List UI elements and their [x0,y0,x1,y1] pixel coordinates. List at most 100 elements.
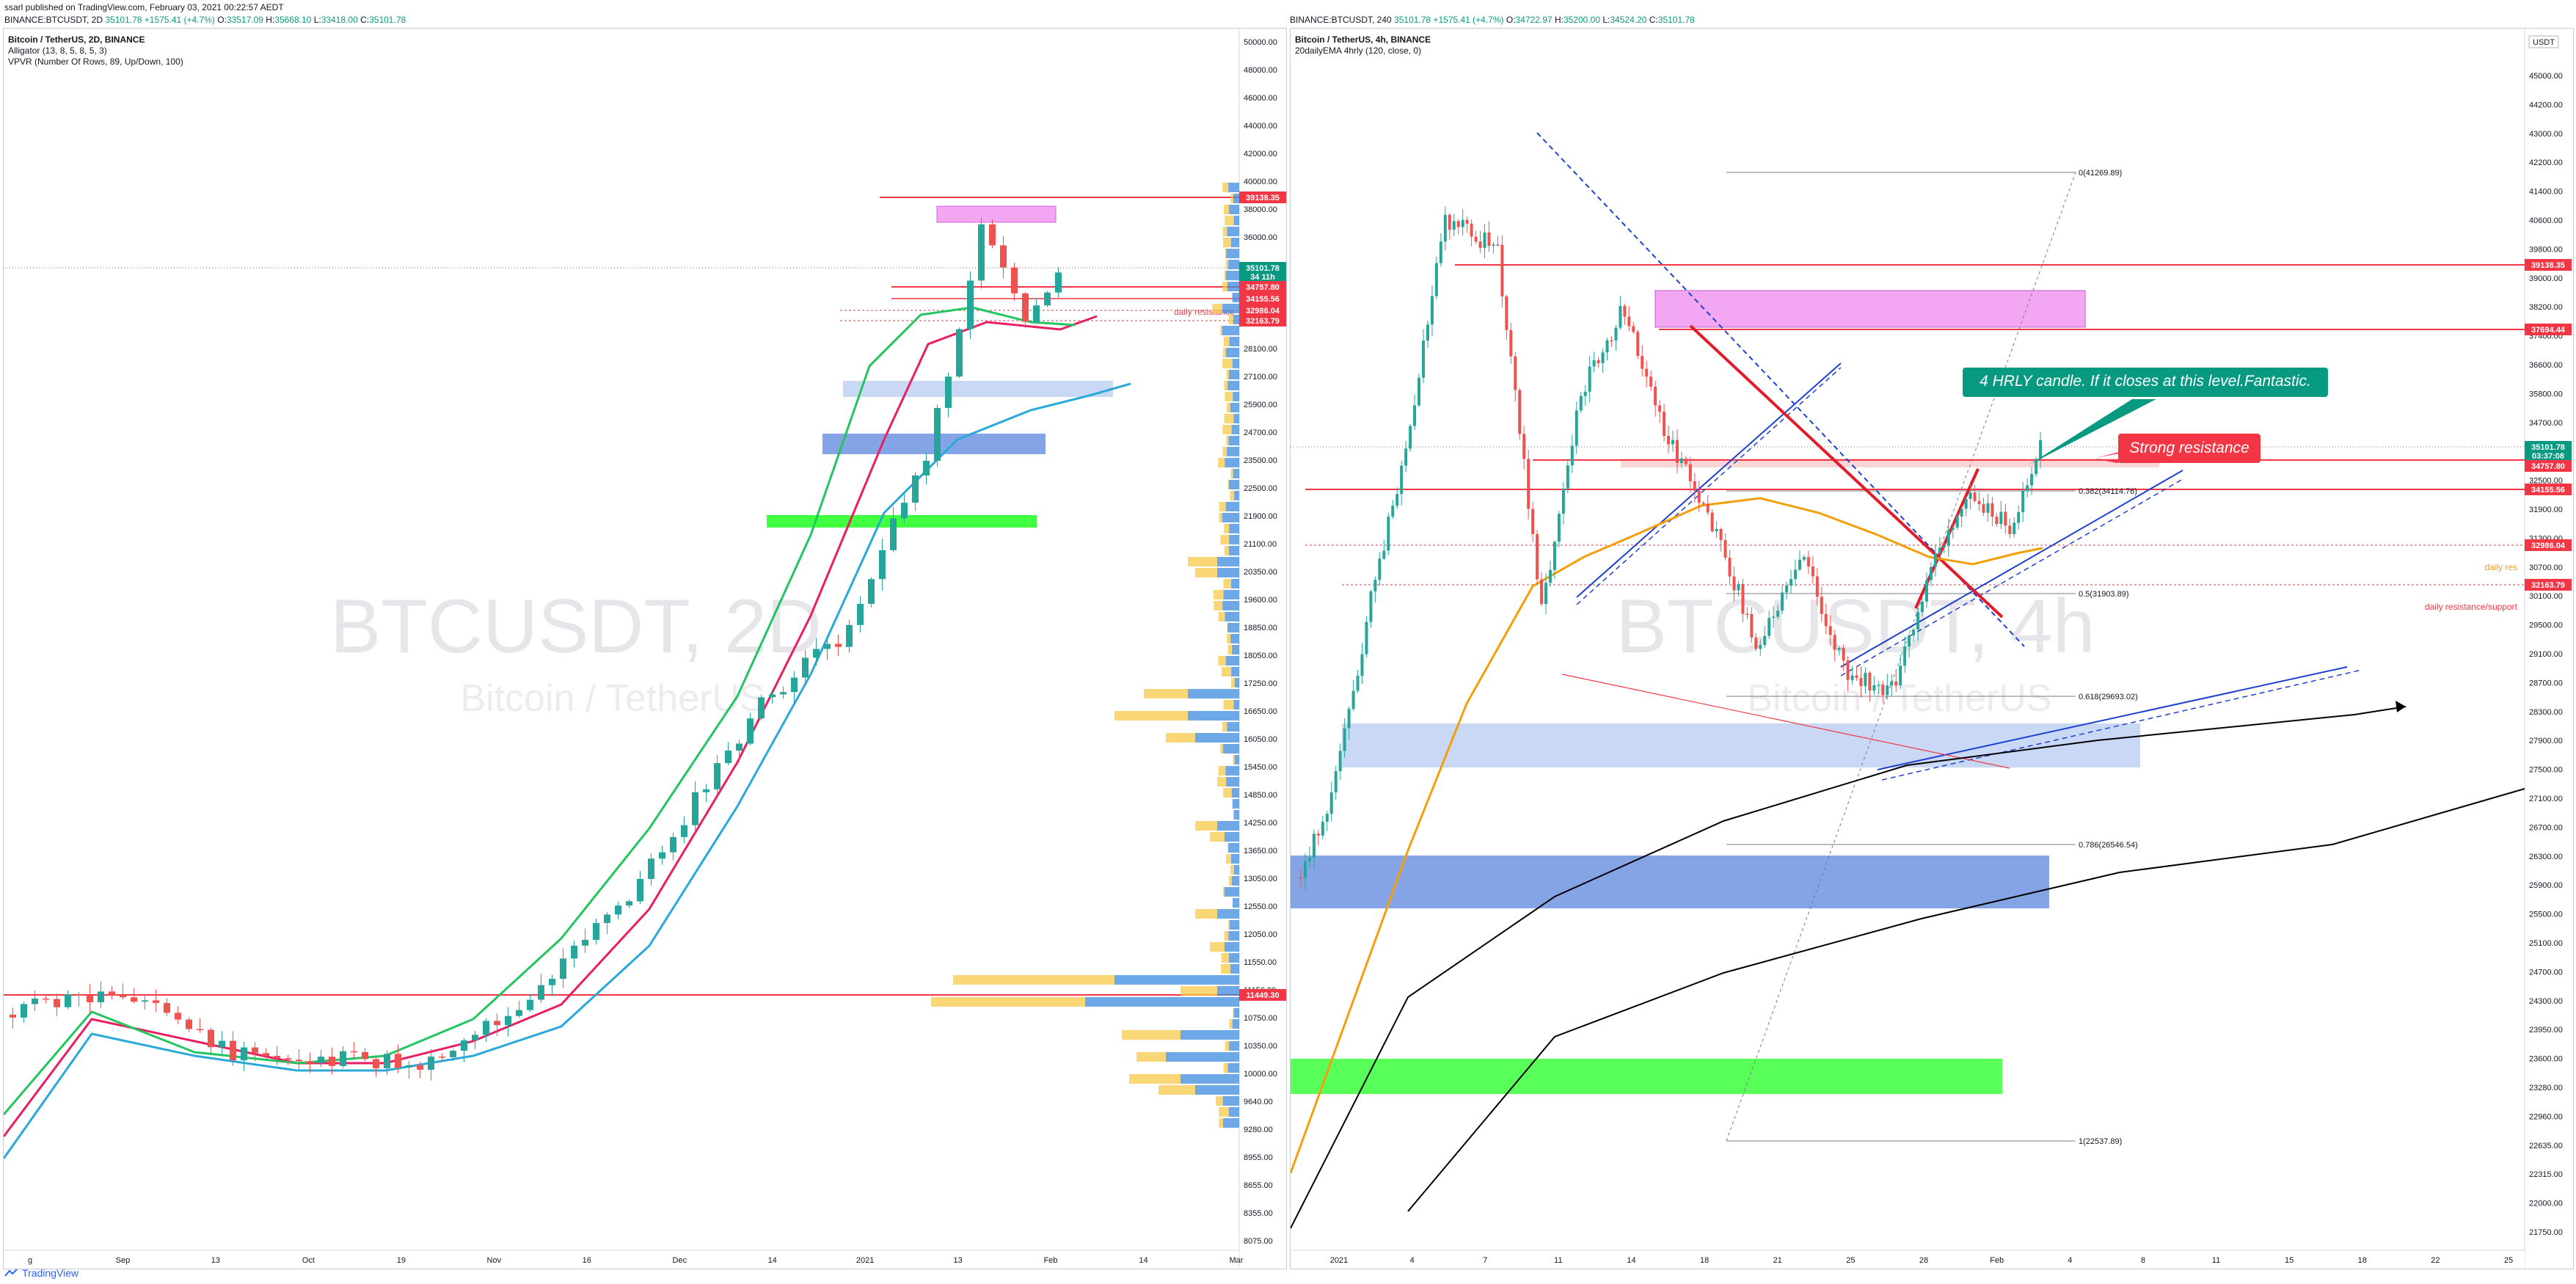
vp-down-bar [1195,1085,1239,1095]
chart-panel-right[interactable]: BTCUSDT, 4h Bitcoin / TetherUS 0(4126 [1290,28,2574,1269]
candle-body [703,789,709,792]
candle-body [1986,503,1990,513]
candle-body [219,1040,225,1048]
candle-body [1338,751,1342,772]
y-tick-label: 19600.00 [1244,596,1277,605]
x-tick-label: Feb [1990,1256,2004,1265]
chart-title-left: Bitcoin / TetherUS, 2D, BINANCE [8,34,145,45]
y-tick-label: 8075.00 [1244,1237,1273,1246]
vp-up-bar [1223,788,1232,798]
vp-up-bar [1232,293,1233,302]
vp-down-bar [1085,997,1239,1007]
vp-down-bar [1225,766,1239,776]
y-tick-label: 11550.00 [1244,958,1277,967]
ohlc-o-label-right: O: [1506,15,1516,25]
vp-down-bar [1181,1074,1239,1084]
callout-4hrly[interactable]: 4 HRLY candle. If it closes at this leve… [1963,368,2328,464]
vp-down-bar [1222,304,1239,313]
y-tick-label: 20350.00 [1244,568,1277,577]
x-tick-label: 2021 [1330,1256,1348,1265]
vp-up-bar [1220,326,1222,335]
fib-label-0: 0(41269.89) [2079,169,2122,178]
x-tick-label: 16 [583,1256,591,1265]
candle-body [1697,490,1701,503]
candle-body [1623,306,1627,317]
candle-body [263,1053,269,1057]
chart-left-svg[interactable]: BTCUSDT, 2D Bitcoin / TetherUS daily res… [4,29,1286,1269]
ohlc-h-right: 35200.00 [1563,15,1601,25]
vp-up-bar [1225,249,1227,258]
y-tick-label: 40000.00 [1244,178,1277,186]
chart-right-svg[interactable]: BTCUSDT, 4h Bitcoin / TetherUS 0(4126 [1291,29,2573,1269]
usdt-badge[interactable]: USDT [2528,35,2559,48]
candle-body [1754,637,1758,649]
vp-down-bar [1222,326,1239,335]
fib-retracement[interactable]: 0(41269.89) 0.382(34114.76) 0.5(31903.89… [1726,169,2138,1146]
vp-up-bar [1224,271,1226,280]
vp-up-bar [1230,491,1235,500]
y-tick-label: 8955.00 [1244,1153,1273,1162]
callout-strong-resistance[interactable]: Strong resistance [2094,434,2261,463]
indicator-alligator[interactable]: Alligator (13, 8, 5, 8, 5, 3) [8,45,107,56]
vp-up-bar [1159,1085,1195,1095]
y-tick-label: 27900.00 [2529,737,2563,745]
candle-body [692,792,698,825]
price-axis-left[interactable] [1239,29,1286,1269]
x-tick-label: 15 [2285,1256,2294,1265]
vp-down-bar [1225,832,1239,842]
y-tick-label: 18850.00 [1244,624,1277,632]
vp-up-bar [1226,403,1230,412]
indicator-vpvr[interactable]: VPVR (Number Of Rows, 89, Up/Down, 100) [8,56,183,67]
y-tick-label: 30100.00 [2529,592,2563,601]
trendlines-right[interactable] [1291,132,2525,1229]
y-tick-label: 35800.00 [2529,390,2563,398]
time-axis-left[interactable] [4,1250,1239,1269]
candle-body [1933,553,1937,567]
candle-body [274,1056,280,1059]
candle-body [164,1002,170,1013]
indicator-ema[interactable]: 20dailyEMA 4hrly (120, close, 0) [1295,45,1422,56]
vp-up-bar [1227,634,1231,643]
vp-down-bar [1224,887,1239,897]
vp-down-bar [1231,667,1239,676]
ohlc-last: 35101.78 [105,15,142,25]
vp-down-bar [1228,480,1239,489]
candle-body [1299,877,1302,879]
ohlc-c-right: 35101.78 [1657,15,1695,25]
chart-panel-left[interactable]: BTCUSDT, 2D Bitcoin / TetherUS daily res… [3,28,1287,1269]
y-tick-label: 38200.00 [2529,303,2563,312]
vp-up-bar [1114,711,1188,721]
x-tick-label: 2021 [856,1256,874,1265]
vp-down-bar [1217,986,1239,996]
candle-body [1413,405,1417,426]
y-tick-label: 21750.00 [2529,1228,2563,1237]
candle-body [98,991,104,1003]
time-axis-right[interactable] [1291,1250,2525,1269]
vp-down-bar [1225,271,1239,280]
candle-body [1540,579,1544,605]
candle-body [1000,245,1007,268]
candle-body [1329,792,1333,814]
vp-up-bar [1225,1041,1230,1051]
candle-body [252,1047,258,1054]
candle-body [637,878,643,902]
footer-brand[interactable]: TradingView [22,1267,79,1279]
x-tick-label: 19 [397,1256,406,1265]
price-axis-right[interactable] [2525,29,2573,1269]
price-badge-label: 34155.56 [2531,486,2565,495]
price-badge [1239,315,1286,327]
candle-body [1365,621,1368,654]
candle-body [1811,566,1814,577]
candle-body [1343,728,1346,751]
vp-up-bar [1213,590,1224,599]
candle-body [2021,490,2025,513]
vp-up-bar [1122,1030,1181,1040]
vp-up-bar [1228,315,1233,324]
alligator-teeth-line [4,315,1098,1137]
candle-body [1351,690,1355,710]
candle-body [1688,464,1692,481]
candle-body [1487,232,1491,247]
vp-down-bar [1230,238,1239,247]
candle-body [1610,340,1613,342]
vp-up-bar [1224,381,1228,390]
